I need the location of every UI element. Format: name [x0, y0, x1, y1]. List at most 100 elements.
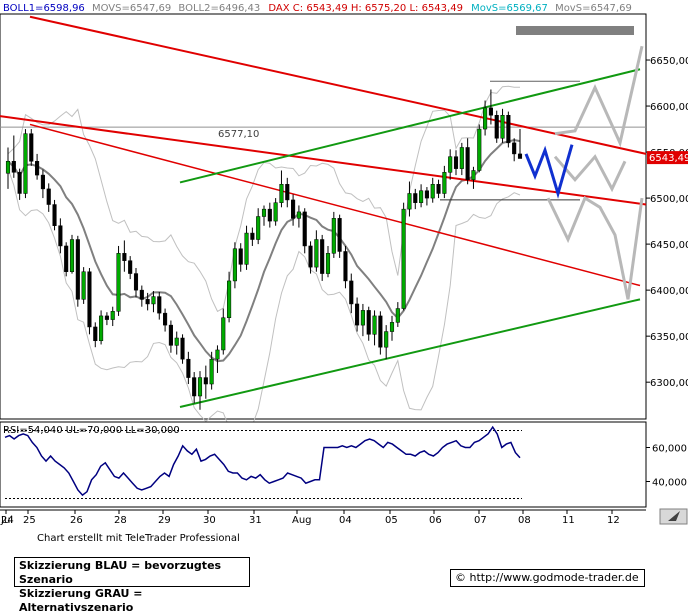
header-movs: MOVS=6547,69: [92, 3, 171, 14]
candle-51: [302, 208, 307, 254]
candle-body: [285, 184, 290, 201]
candle-body: [157, 296, 162, 314]
candle-body: [343, 251, 348, 282]
candle-body: [81, 271, 86, 300]
candle-33: [197, 371, 203, 410]
date-tick-label: 29: [158, 515, 171, 526]
header-boll2: BOLL2=6496,43: [178, 3, 260, 14]
candle-body: [436, 184, 441, 194]
candle-64: [378, 311, 383, 355]
candle-0: [5, 147, 11, 189]
header-movs-grey: MovS=6547,69: [555, 3, 632, 14]
candle-10: [64, 242, 69, 277]
candle-body: [46, 188, 51, 205]
date-tick-label: 05: [385, 515, 398, 526]
candle-body: [69, 239, 75, 272]
candle-body: [267, 208, 272, 222]
moving-average-line: [7, 138, 521, 363]
header-dax: DAX C: 6543,49 H: 6575,20 L: 6543,49: [268, 3, 463, 14]
candle-35: [209, 351, 214, 390]
candle-86: [506, 111, 511, 148]
candle-body: [35, 161, 40, 176]
candle-body: [174, 337, 179, 346]
candle-81: [477, 124, 482, 173]
candle-body: [378, 315, 383, 348]
candle-61: [360, 303, 365, 337]
candle-body: [133, 273, 139, 291]
candle-17: [104, 312, 109, 326]
candle-38: [227, 271, 232, 323]
candle-66: [389, 315, 395, 341]
candle-body: [494, 115, 499, 139]
candle-29: [174, 331, 179, 355]
scenario-marker: [516, 26, 634, 35]
candle-body: [337, 218, 342, 252]
candle-body: [331, 218, 336, 254]
candle-23: [139, 285, 144, 307]
date-tick-label: 28: [114, 515, 127, 526]
candle-body: [93, 326, 98, 342]
blue-scenario: [524, 144, 574, 199]
candle-5: [35, 153, 40, 180]
candle-body: [442, 172, 447, 194]
candle-body: [325, 253, 331, 274]
candle-42: [250, 227, 255, 246]
legend-grey: Skizzierung GRAU = Alternativszenario: [19, 587, 143, 614]
candle-24: [145, 292, 150, 311]
scroll-arrow-icon[interactable]: [659, 508, 688, 525]
trend-line-1: [0, 115, 647, 206]
rsi-axis: 40,000 60,000: [646, 444, 687, 489]
website-credit[interactable]: © http://www.godmode-trader.de: [450, 569, 645, 587]
candle-body: [23, 133, 28, 194]
price-panel: [0, 13, 647, 420]
candle-body: [389, 322, 395, 332]
rsi-label: RSI=54,040 UL=70,000 LL=30,000: [3, 425, 180, 436]
candle-body: [279, 184, 284, 203]
candle-80: [471, 166, 476, 189]
candle-body: [87, 271, 92, 328]
candle-65: [384, 325, 389, 360]
candle-46: [273, 198, 278, 226]
candle-body: [291, 199, 296, 219]
candle-body: [139, 289, 144, 300]
candle-56: [331, 211, 336, 258]
candle-8: [52, 199, 57, 231]
candle-body: [395, 308, 400, 323]
candle-67: [395, 302, 400, 327]
candle-body: [465, 147, 470, 180]
candle-11: [69, 234, 75, 274]
candle-69: [407, 181, 412, 217]
candle-body: [163, 312, 168, 326]
grey-scenario-1: [554, 45, 644, 148]
candle-52: [308, 241, 313, 274]
candle-60: [355, 297, 360, 332]
candle-body: [424, 190, 429, 199]
price-tick-label: 6300,00: [650, 378, 688, 389]
grey-scenario-3: [546, 195, 644, 300]
candle-14: [87, 268, 92, 335]
candle-body: [372, 315, 377, 335]
candle-22: [133, 268, 139, 298]
date-tick-label: 08: [518, 515, 531, 526]
price-tick-label: 6400,00: [650, 286, 688, 297]
candle-body: [215, 349, 220, 360]
candle-83: [488, 89, 493, 125]
candle-body: [203, 377, 208, 385]
date-tick-label: 30: [203, 515, 216, 526]
candle-9: [58, 218, 63, 254]
candle-body: [244, 232, 249, 265]
legend-blue: Skizzierung BLAU = bevorzugtes Szenario: [19, 559, 222, 586]
candle-body: [517, 153, 523, 159]
candle-78: [459, 142, 464, 176]
candle-73: [430, 177, 435, 203]
candle-47: [279, 170, 284, 208]
candle-27: [163, 308, 168, 332]
candle-6: [40, 169, 45, 199]
candle-body: [64, 245, 69, 272]
candle-76: [448, 149, 453, 180]
candle-body: [349, 280, 354, 305]
bollinger-lower: [7, 168, 521, 446]
candle-79: [465, 138, 470, 185]
price-tick-label: 6600,00: [650, 102, 688, 113]
candle-body: [459, 147, 464, 169]
